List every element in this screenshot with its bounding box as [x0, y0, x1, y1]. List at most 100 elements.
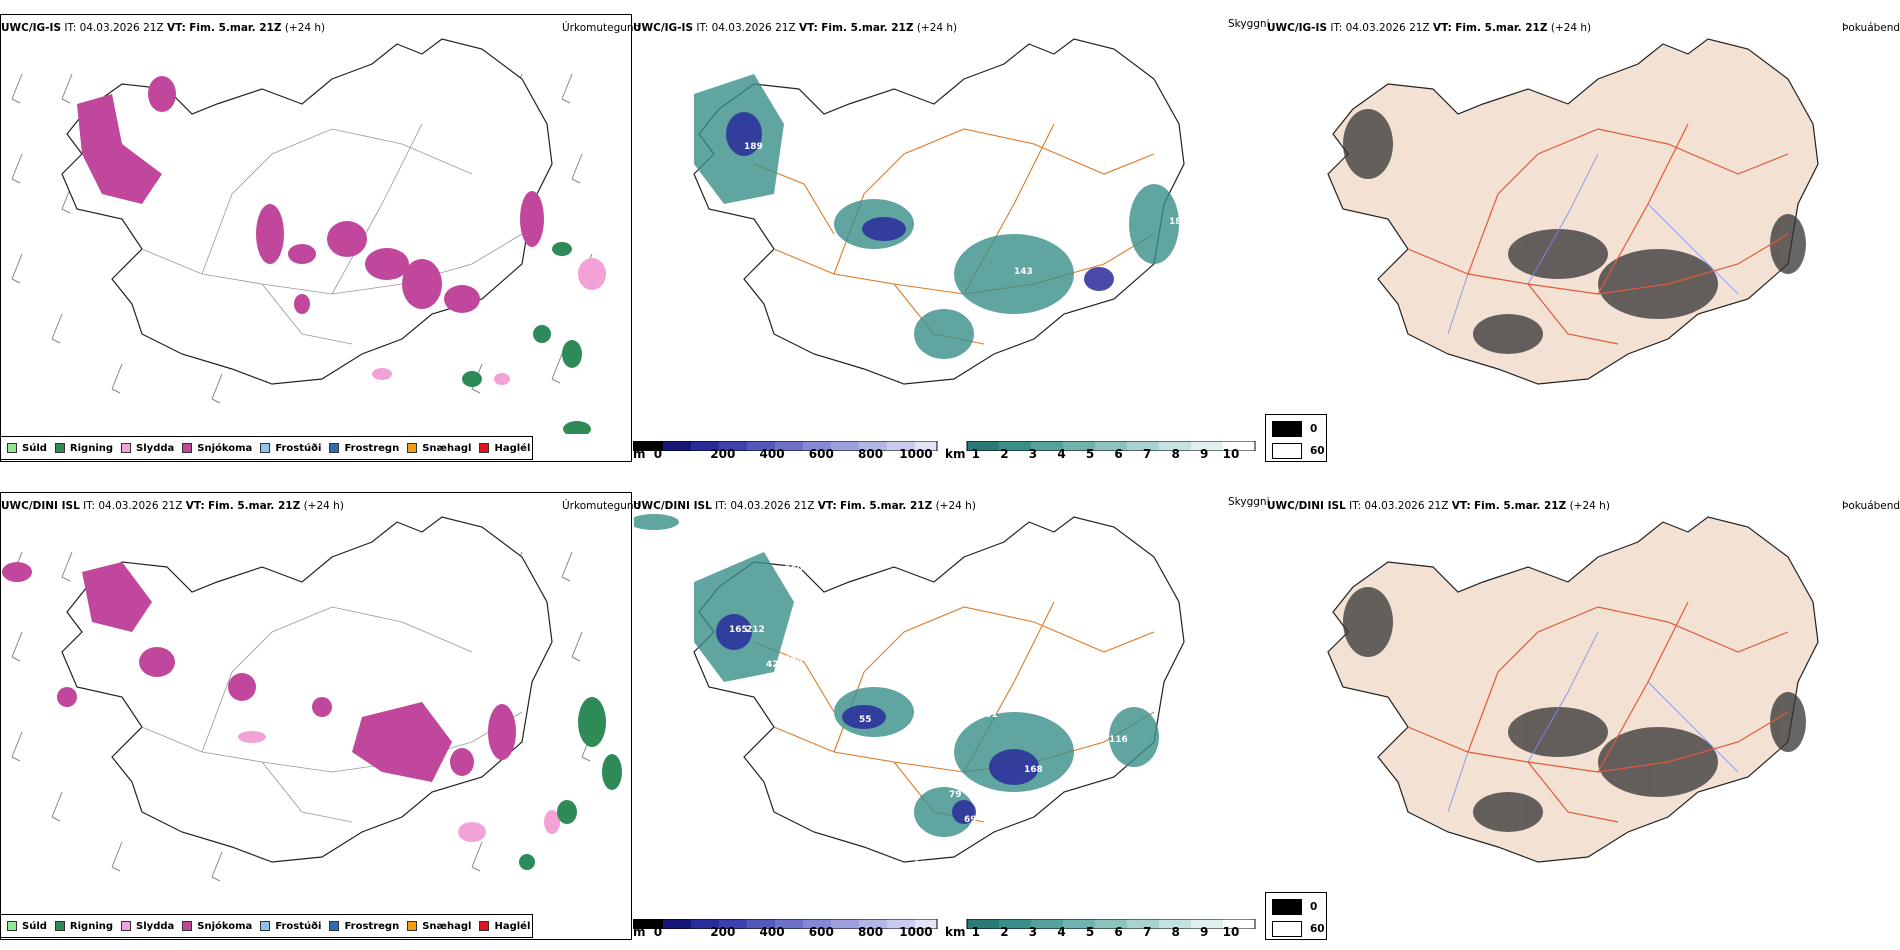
model-name: UWC/IG-IS: [1267, 22, 1328, 34]
it-label: IT:: [1349, 500, 1362, 512]
it-label: IT:: [715, 500, 728, 512]
height-tick: 1000: [899, 447, 933, 461]
value-labels: 120 189 108 390 77 120 84 229 143 115 64…: [744, 67, 1188, 397]
svg-text:79: 79: [949, 790, 962, 800]
height-unit: m: [633, 447, 646, 461]
legend-item: Slydda: [121, 443, 174, 454]
lead-time: (+24 h): [935, 500, 976, 512]
legend-item: Rigning: [54, 921, 113, 932]
legend-label: Haglél: [494, 920, 531, 932]
visibility-header: UWC/DINI ISL IT: 04.03.2026 21Z VT: Fim.…: [633, 500, 976, 512]
lead-time: (+24 h): [1569, 500, 1610, 512]
it-value: 04.03.2026 21Z: [730, 500, 815, 512]
vis-tick: 10: [1222, 447, 1240, 461]
value-labels: 560 165 212 420 568 413 55 131 161 201 2…: [729, 565, 1128, 870]
height-colorbar: m 0 200 400 600 800 1000: [632, 914, 938, 944]
svg-text:64: 64: [1054, 327, 1067, 337]
rain-areas: [519, 697, 622, 870]
legend-item: Haglél: [479, 921, 530, 932]
height-tick: 600: [808, 925, 834, 939]
iceland-outline: [61, 38, 553, 385]
rivers: [1447, 631, 1739, 813]
precip-type-header: UWC/IG-IS IT: 04.03.2026 21Z VT: Fim. 5.…: [1, 22, 325, 34]
vis-tick: 7: [1142, 925, 1152, 939]
height-tick: 0: [653, 925, 663, 939]
precip-type-legend: Súld Rigning Slydda Snjókoma Frostúði Fr…: [0, 914, 533, 938]
it-value: 04.03.2026 21Z: [1364, 500, 1449, 512]
vis-tick: 1: [971, 925, 981, 939]
svg-text:143: 143: [1014, 267, 1033, 277]
legend-label: Snjókoma: [197, 442, 253, 454]
iceland-outline: [1327, 38, 1819, 385]
svg-text:77: 77: [924, 252, 937, 262]
svg-text:117: 117: [909, 387, 928, 397]
legend-swatch: [479, 921, 490, 931]
height-colorbar-gradient: [632, 918, 938, 930]
height-tick: 400: [759, 447, 785, 461]
vis-tick: 6: [1114, 447, 1123, 461]
svg-text:120: 120: [764, 67, 783, 77]
rain-areas: [462, 242, 591, 434]
vt-value: Fim. 5.mar. 21Z: [840, 500, 933, 512]
vis-tick: 9: [1200, 925, 1209, 939]
model-name: UWC/DINI ISL: [1267, 500, 1346, 512]
svg-text:168: 168: [1024, 765, 1043, 775]
vis-tick: 2: [1000, 447, 1009, 461]
legend-swatch: [260, 921, 271, 931]
vt-label: VT:: [817, 500, 837, 512]
precip-type-legend: Súld Rigning Slydda Snjókoma Frostúði Fr…: [0, 436, 533, 460]
it-value: 04.03.2026 21Z: [79, 22, 164, 34]
vis-tick: 1: [971, 447, 981, 461]
it-label: IT:: [1330, 22, 1343, 34]
vis-tick: 3: [1028, 925, 1038, 939]
legend-label: Snjókoma: [197, 920, 253, 932]
svg-text:69: 69: [964, 815, 977, 825]
legend-swatch: [479, 443, 490, 453]
snow-areas: [2, 562, 516, 782]
iceland-outline: [61, 516, 553, 863]
fog-shading: [1343, 109, 1806, 354]
legend-item: Snæhagl: [407, 921, 471, 932]
fog-title: Þokuábendi: [1842, 22, 1900, 34]
iceland-outline: [1327, 516, 1819, 863]
sleet-areas: [372, 258, 606, 385]
legend-swatch: [54, 443, 65, 453]
wind-barbs: [11, 73, 593, 404]
vt-label: VT:: [1432, 22, 1452, 34]
fog-key: 0 60: [1265, 414, 1327, 462]
vis-tick: 10: [1222, 925, 1240, 939]
legend-swatch: [407, 921, 418, 931]
svg-text:181: 181: [1169, 217, 1188, 227]
legend-item: Súld: [7, 921, 47, 932]
precip-type-frame: [0, 14, 632, 462]
it-label: IT:: [696, 22, 709, 34]
lead-time: (+24 h): [303, 500, 344, 512]
vt-label: VT:: [166, 22, 186, 34]
svg-text:201: 201: [979, 710, 998, 720]
fog-key-label: 0: [1310, 901, 1318, 913]
roads: [1407, 601, 1789, 823]
height-tick: 200: [710, 925, 736, 939]
sleet-areas: [238, 731, 560, 842]
visibility-title: Skyggni: [1228, 496, 1270, 508]
legend-swatch: [182, 443, 193, 453]
legend-label: Súld: [22, 920, 47, 932]
visibility-colorbar: km 1 2 3 4 5 6 7 8 9 10: [945, 436, 1265, 466]
vis-tick: 6: [1114, 925, 1123, 939]
legend-swatch: [329, 921, 340, 931]
fog-header: UWC/DINI ISL IT: 04.03.2026 21Z VT: Fim.…: [1267, 500, 1610, 512]
legend-item: Snjókoma: [182, 443, 252, 454]
legend-label: Súld: [22, 442, 47, 454]
svg-text:560: 560: [784, 565, 803, 575]
vis-tick: 2: [1000, 925, 1009, 939]
svg-text:189: 189: [744, 142, 763, 152]
svg-text:115: 115: [1009, 317, 1028, 327]
height-tick: 200: [710, 447, 736, 461]
vt-label: VT:: [1451, 500, 1471, 512]
legend-swatch: [7, 921, 17, 931]
lead-time: (+24 h): [1550, 22, 1592, 34]
legend-swatch: [7, 443, 17, 453]
it-value: 04.03.2026 21Z: [711, 22, 796, 34]
legend-item: Frostregn: [329, 443, 399, 454]
height-tick: 0: [653, 447, 663, 461]
